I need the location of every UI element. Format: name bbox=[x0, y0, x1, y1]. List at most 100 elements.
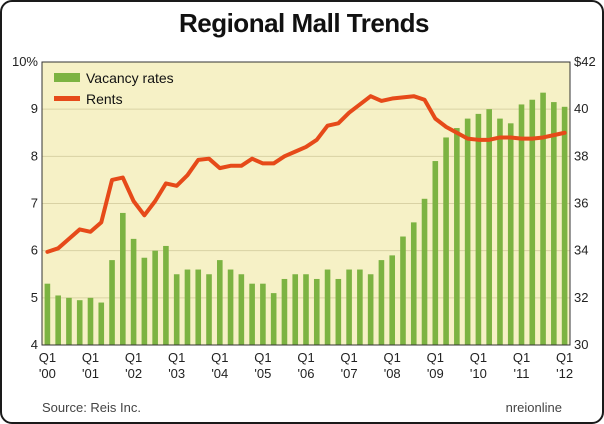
x-tick-year-8: '08 bbox=[384, 366, 401, 381]
right-tick-0: $42 bbox=[574, 54, 596, 69]
x-tick-year-11: '11 bbox=[514, 366, 530, 381]
vacancy-bar-13 bbox=[184, 269, 191, 345]
x-tick-quarter-12: Q1 bbox=[556, 350, 573, 365]
plot-border bbox=[41, 61, 571, 346]
vacancy-bar-16 bbox=[216, 260, 223, 345]
x-tick-quarter-1: Q1 bbox=[82, 350, 99, 365]
right-axis-ticks: $42 40 38 36 34 32 30 bbox=[574, 54, 596, 352]
left-tick-6: 4 bbox=[31, 337, 38, 352]
vacancy-bars bbox=[44, 92, 568, 346]
vacancy-bar-48 bbox=[561, 106, 568, 345]
vacancy-bar-23 bbox=[292, 274, 299, 345]
vacancy-bar-10 bbox=[152, 250, 158, 345]
vacancy-bar-22 bbox=[281, 278, 288, 345]
legend-label-rents: Rents bbox=[86, 91, 123, 107]
vacancy-bar-26 bbox=[324, 269, 331, 345]
left-tick-4: 6 bbox=[31, 243, 38, 258]
vacancy-bar-8 bbox=[130, 238, 137, 345]
vacancy-bar-43 bbox=[507, 123, 514, 345]
x-tick-year-12: '12 bbox=[556, 366, 573, 381]
grid-lines bbox=[42, 108, 570, 299]
vacancy-bar-5 bbox=[98, 302, 105, 345]
x-tick-quarter-3: Q1 bbox=[168, 350, 185, 365]
vacancy-bar-0 bbox=[44, 283, 51, 345]
vacancy-bar-38 bbox=[454, 128, 460, 345]
x-tick-quarter-4: Q1 bbox=[211, 350, 228, 365]
x-tick-quarter-8: Q1 bbox=[384, 350, 401, 365]
x-tick-quarter-10: Q1 bbox=[470, 350, 487, 365]
vacancy-bar-44 bbox=[518, 104, 525, 345]
vacancy-bar-19 bbox=[249, 283, 255, 345]
vacancy-bar-33 bbox=[400, 236, 406, 345]
x-axis-ticks: Q1'00Q1'01Q1'02Q1'03Q1'04Q1'05Q1'06Q1'07… bbox=[39, 350, 574, 381]
vacancy-bar-30 bbox=[367, 274, 374, 345]
vacancy-bar-4 bbox=[87, 297, 94, 345]
vacancy-bar-3 bbox=[76, 300, 83, 345]
x-tick-year-4: '04 bbox=[211, 366, 228, 381]
x-tick-quarter-11: Q1 bbox=[513, 350, 530, 365]
right-tick-3: 36 bbox=[574, 196, 588, 211]
vacancy-bar-46 bbox=[540, 92, 546, 346]
x-tick-quarter-6: Q1 bbox=[297, 350, 314, 365]
vacancy-bar-20 bbox=[260, 283, 266, 345]
vacancy-bar-25 bbox=[313, 278, 320, 345]
x-tick-year-0: '00 bbox=[39, 366, 56, 381]
x-tick-year-9: '09 bbox=[427, 366, 444, 381]
x-tick-year-6: '06 bbox=[298, 366, 315, 381]
vacancy-bar-21 bbox=[270, 293, 277, 345]
x-tick-year-3: '03 bbox=[168, 366, 185, 381]
vacancy-bar-47 bbox=[551, 102, 557, 345]
x-tick-year-10: '10 bbox=[470, 366, 487, 381]
vacancy-bar-1 bbox=[55, 295, 61, 345]
vacancy-bar-12 bbox=[173, 274, 180, 345]
left-tick-3: 7 bbox=[31, 196, 38, 211]
vacancy-bar-27 bbox=[335, 278, 342, 345]
vacancy-bar-9 bbox=[141, 257, 148, 345]
vacancy-bar-2 bbox=[66, 297, 72, 345]
vacancy-bar-45 bbox=[529, 99, 536, 345]
right-tick-1: 40 bbox=[574, 101, 588, 116]
brand-label: nreionline bbox=[505, 400, 562, 415]
vacancy-bar-34 bbox=[410, 222, 417, 345]
x-tick-quarter-7: Q1 bbox=[340, 350, 357, 365]
vacancy-bar-41 bbox=[486, 109, 492, 346]
x-tick-quarter-9: Q1 bbox=[427, 350, 444, 365]
x-tick-year-1: '01 bbox=[82, 366, 99, 381]
chart-title: Regional Mall Trends bbox=[178, 8, 430, 38]
vacancy-bar-39 bbox=[464, 118, 471, 345]
legend-swatch-vacancy bbox=[54, 73, 80, 82]
vacancy-bar-18 bbox=[238, 274, 245, 345]
legend-label-vacancy: Vacancy rates bbox=[86, 70, 174, 86]
vacancy-bar-29 bbox=[357, 269, 363, 345]
x-tick-year-7: '07 bbox=[341, 366, 358, 381]
right-tick-6: 30 bbox=[574, 337, 588, 352]
x-tick-quarter-5: Q1 bbox=[254, 350, 271, 365]
right-tick-5: 32 bbox=[574, 290, 588, 305]
left-tick-5: 5 bbox=[31, 290, 38, 305]
vacancy-bar-37 bbox=[443, 137, 449, 345]
left-tick-2: 8 bbox=[31, 148, 38, 163]
vacancy-bar-7 bbox=[120, 212, 126, 345]
vacancy-bar-24 bbox=[303, 274, 309, 345]
x-tick-quarter-2: Q1 bbox=[125, 350, 142, 365]
x-tick-year-5: '05 bbox=[254, 366, 271, 381]
vacancy-bar-32 bbox=[389, 255, 396, 345]
source-note: Source: Reis Inc. bbox=[42, 400, 141, 415]
legend: Vacancy rates Rents bbox=[54, 70, 174, 107]
rents-line bbox=[45, 94, 567, 254]
vacancy-bar-42 bbox=[497, 118, 503, 345]
right-tick-4: 34 bbox=[574, 243, 588, 258]
legend-swatch-rents bbox=[54, 96, 80, 101]
right-tick-2: 38 bbox=[574, 148, 588, 163]
vacancy-bar-36 bbox=[432, 161, 439, 345]
vacancy-bar-6 bbox=[109, 260, 115, 345]
x-tick-quarter-0: Q1 bbox=[39, 350, 56, 365]
left-axis-ticks: 10% 9 8 7 6 5 4 bbox=[12, 54, 38, 352]
vacancy-bar-17 bbox=[227, 269, 234, 345]
vacancy-bar-11 bbox=[163, 245, 169, 345]
left-tick-1: 9 bbox=[31, 101, 38, 116]
vacancy-bar-28 bbox=[346, 269, 352, 345]
vacancy-bar-31 bbox=[378, 260, 385, 345]
